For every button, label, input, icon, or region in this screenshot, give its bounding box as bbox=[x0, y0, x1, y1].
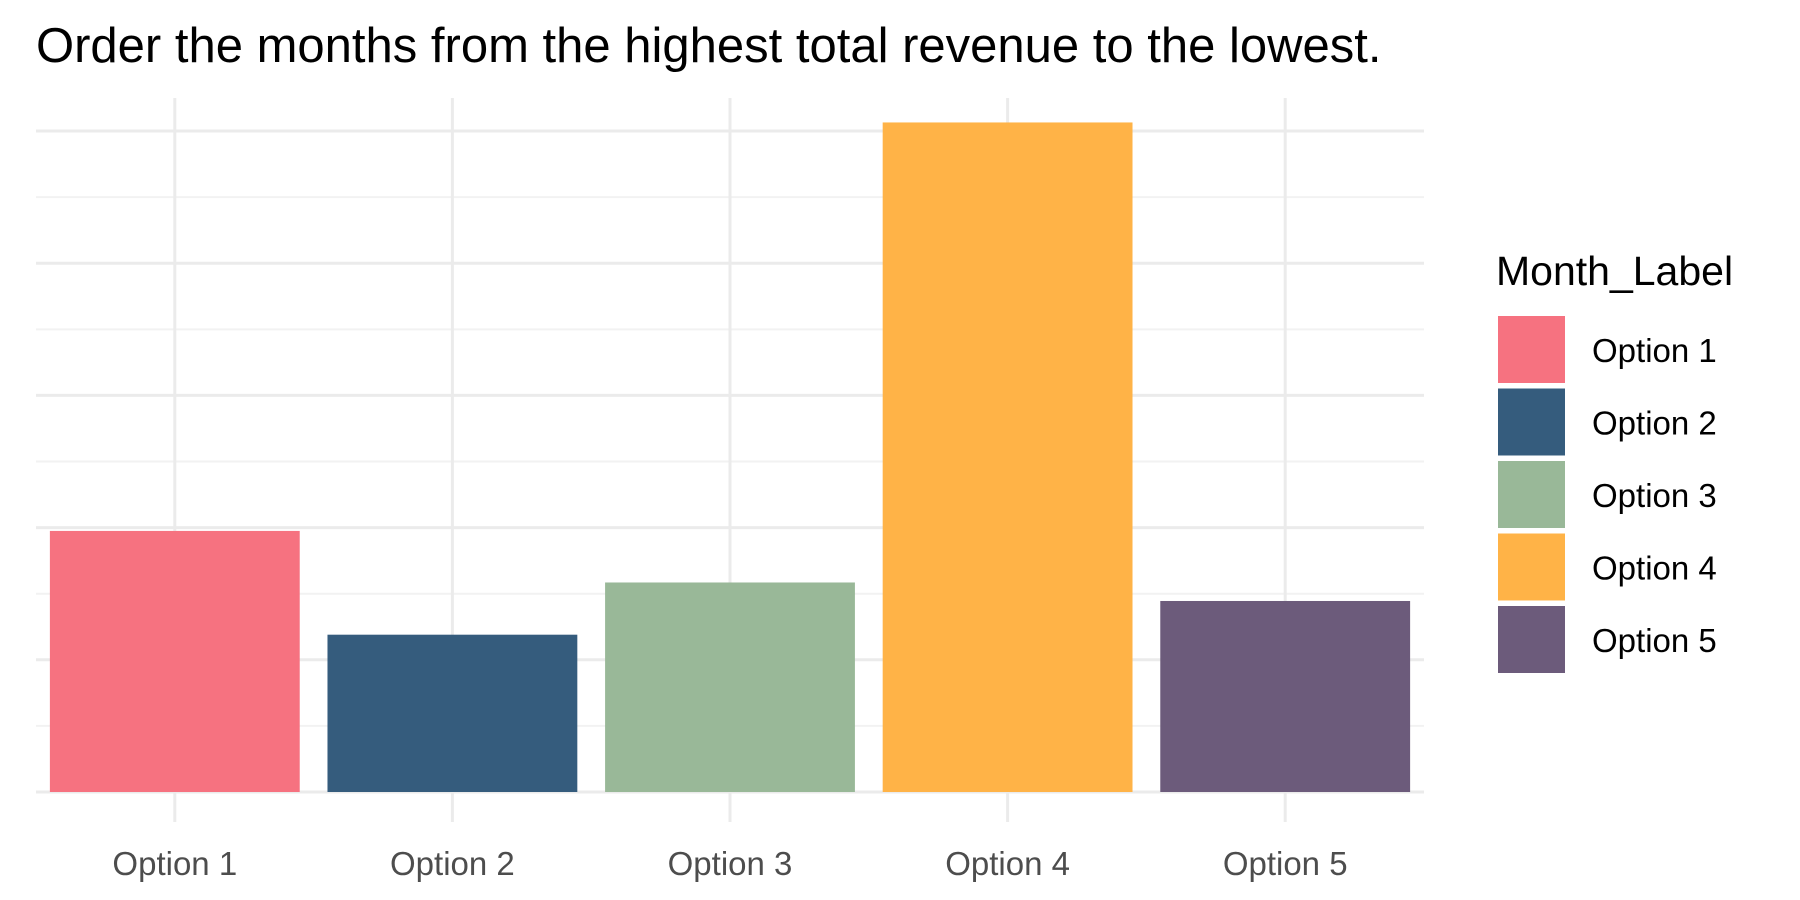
legend-swatch-1 bbox=[1498, 316, 1565, 383]
legend-swatch-4 bbox=[1498, 533, 1565, 601]
x-tick-label: Option 3 bbox=[668, 845, 793, 882]
legend-label: Option 5 bbox=[1592, 622, 1717, 659]
legend-swatch-2 bbox=[1498, 388, 1565, 456]
bar-2 bbox=[327, 634, 578, 792]
legend-title: Month_Label bbox=[1496, 248, 1733, 294]
bar-5 bbox=[1160, 600, 1411, 792]
bar-4 bbox=[882, 122, 1133, 792]
chart-title: Order the months from the highest total … bbox=[36, 19, 1382, 73]
legend-swatch-5 bbox=[1498, 606, 1565, 673]
bars bbox=[49, 122, 1411, 792]
x-tick-label: Option 5 bbox=[1223, 845, 1348, 882]
x-tick-labels: Option 1 Option 2 Option 3 Option 4 Option 5 bbox=[112, 845, 1347, 882]
x-tick-label: Option 2 bbox=[390, 845, 515, 882]
legend-label: Option 4 bbox=[1592, 550, 1717, 587]
x-tick-label: Option 4 bbox=[945, 845, 1070, 882]
legend-label: Option 1 bbox=[1592, 332, 1717, 369]
legend-label: Option 2 bbox=[1592, 405, 1717, 442]
legend-swatch-3 bbox=[1498, 461, 1565, 528]
legend-label: Option 3 bbox=[1592, 477, 1717, 514]
x-tick-label: Option 1 bbox=[112, 845, 237, 882]
legend-items: Option 1 Option 2 Option 3 Option 4 Option 5 bbox=[1498, 316, 1717, 673]
bar-1 bbox=[49, 530, 300, 792]
bar-3 bbox=[605, 582, 855, 792]
